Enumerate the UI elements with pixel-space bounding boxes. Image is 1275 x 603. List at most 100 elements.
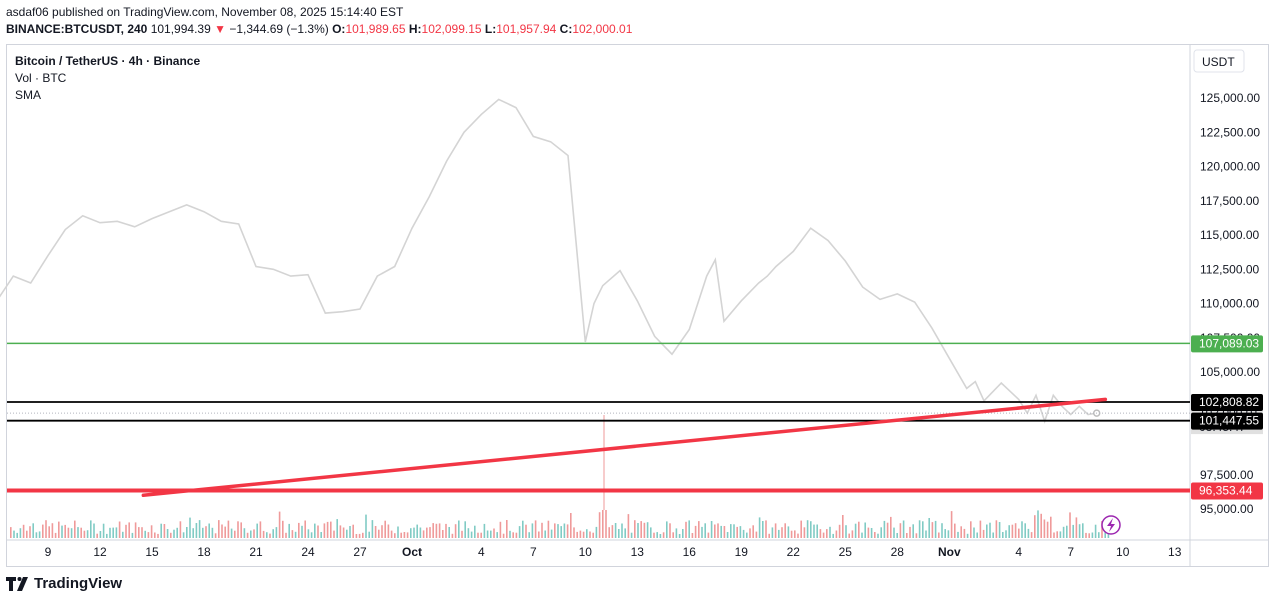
volume-bar [480,532,482,538]
volume-bar [557,524,559,538]
volume-bar [810,521,812,538]
volume-bar [605,510,607,538]
volume-bar [925,530,927,538]
volume-bar [717,523,719,538]
volume-bar [656,532,658,538]
legend-title[interactable]: Bitcoin / TetherUS · 4h · Binance [15,54,201,68]
volume-bar [1078,524,1081,538]
x-tick-label: 27 [353,545,367,559]
volume-bar [560,526,562,538]
volume-bar [70,528,73,538]
currency-label: USDT [1202,55,1235,69]
y-tick-label: 115,000.00 [1200,228,1259,242]
x-tick-label: 13 [631,545,645,559]
volume-bar [970,521,972,538]
volume-bar [963,528,966,538]
volume-bar [902,520,905,538]
volume-bar [32,523,34,538]
volume-bar [694,525,697,538]
volume-bar [451,533,454,538]
volume-bar [976,532,978,538]
volume-bar [691,533,694,538]
volume-bar [429,527,431,538]
volume-bar [1069,512,1071,538]
trend-line [141,397,1108,498]
x-tick-label: 12 [93,545,107,559]
volume-bar [630,532,633,538]
volume-bar [346,529,348,538]
volume-bar [944,529,946,538]
high-value: 102,099.15 [421,22,482,36]
volume-bar [1082,523,1084,538]
volume-bar [982,529,985,538]
volume-bar [941,523,943,538]
tradingview-logo-icon [6,576,28,591]
volume-bar [870,528,873,538]
volume-bar [851,530,854,538]
y-tick-label: 117,500.00 [1200,194,1259,208]
volume-bar [611,525,614,538]
volume-bar [595,526,598,538]
volume-bar [253,529,255,538]
volume-bar [800,520,802,538]
volume-bar [19,528,22,538]
volume-bar [96,533,98,538]
volume-bar [365,514,367,538]
volume-bar [883,520,886,538]
volume-bar [13,530,15,538]
volume-bar [1085,532,1087,538]
legend-volume[interactable]: Vol · BTC [15,71,67,85]
volume-bar [934,520,937,538]
volume-bar [1021,521,1023,538]
volume-bar [314,523,316,538]
volume-bar [189,517,191,538]
volume-bar [624,528,626,538]
volume-bar [400,532,402,538]
volume-bar [714,524,716,538]
volume-bar [406,532,409,538]
volume-bar [230,528,233,538]
volume-bar [589,531,591,538]
volume-bar [698,521,700,538]
volume-bar [147,532,150,538]
low-label: L: [484,22,497,36]
x-tick-label: 28 [891,545,905,559]
published-line: asdaf06 published on TradingView.com, No… [6,5,404,19]
lightning-icon[interactable] [1101,515,1121,535]
volume-bar [538,531,540,538]
volume-bar [160,523,162,538]
volume-bar [240,522,242,538]
price-line [0,98,1097,424]
volume-bar [1034,515,1036,538]
volume-bar [483,523,486,538]
volume-bar [509,530,511,538]
currency-button[interactable] [1193,49,1245,73]
volume-bar [726,532,729,538]
volume-bar [67,527,70,538]
volume-bar [848,533,850,538]
legend-sma[interactable]: SMA [15,88,42,102]
volume-bar [563,523,566,538]
volume-bar [781,527,783,538]
volume-bar [454,524,457,538]
volume-bar [150,525,153,538]
volume-bar [80,527,82,538]
volume-bar [1088,533,1090,538]
y-tick-label: 95,000.00 [1200,502,1254,516]
volume-bar [1107,531,1110,538]
x-tick-label: 10 [1116,545,1130,559]
volume-bar [221,524,223,538]
volume-bar [259,521,262,538]
volume-bar [262,530,265,538]
volume-bar [554,523,556,538]
volume-bar [550,529,553,538]
volume-bar [541,522,543,538]
volume-bar [154,532,156,538]
volume-bar [618,529,620,538]
volume-bar [502,533,505,538]
volume-bar [1098,532,1100,538]
volume-bar [205,526,207,538]
volume-bar [490,530,492,538]
volume-bar [931,522,934,538]
